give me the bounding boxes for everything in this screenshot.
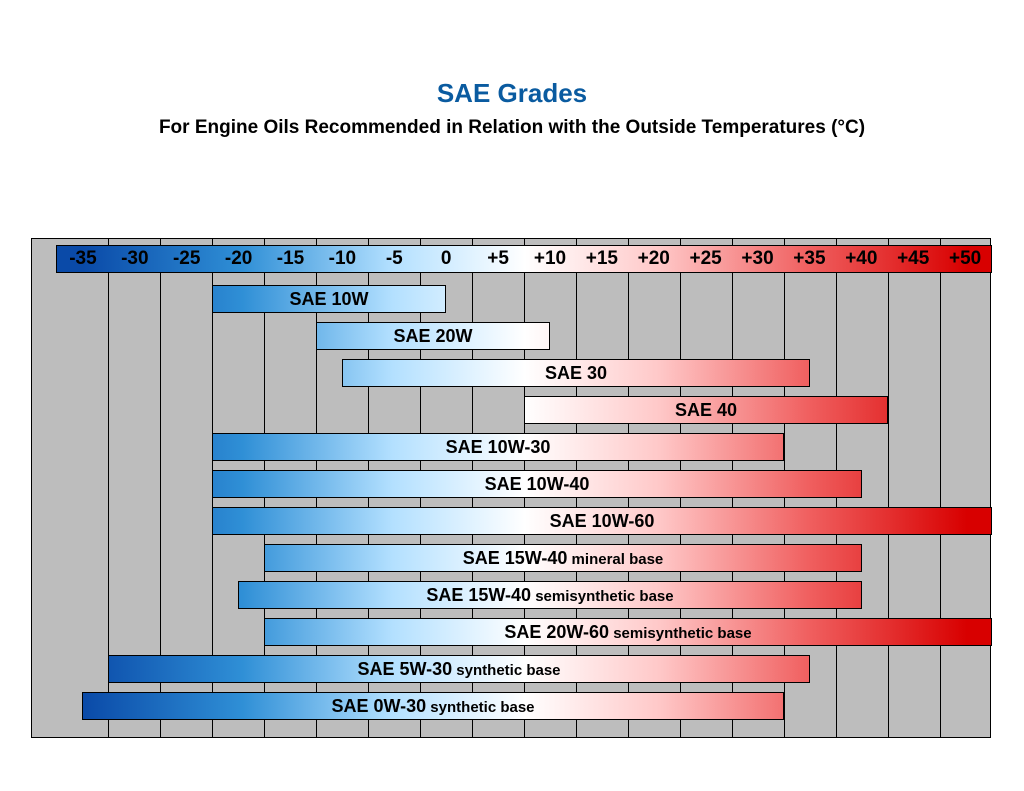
- temperature-tick: -35: [57, 246, 109, 272]
- temperature-tick: -20: [213, 246, 265, 272]
- bar-label-sub: synthetic base: [452, 662, 560, 679]
- bar-label: SAE 10W-60: [550, 511, 655, 532]
- page: SAE Grades For Engine Oils Recommended i…: [0, 78, 1024, 791]
- temperature-tick: -10: [316, 246, 368, 272]
- oil-grade-bar: SAE 15W-40 semisynthetic base: [238, 581, 862, 609]
- bar-label: SAE 15W-40 semisynthetic base: [426, 585, 673, 606]
- bar-label-main: SAE 10W-60: [550, 511, 655, 531]
- chart-subtitle: For Engine Oils Recommended in Relation …: [0, 117, 1024, 139]
- bar-label: SAE 30: [545, 363, 607, 384]
- temperature-tick: +10: [524, 246, 576, 272]
- temperature-tick: +40: [835, 246, 887, 272]
- oil-grade-bar: SAE 5W-30 synthetic base: [108, 655, 810, 683]
- bar-label: SAE 10W: [289, 289, 368, 310]
- bar-label-main: SAE 30: [545, 363, 607, 383]
- bar-label: SAE 10W-30: [446, 437, 551, 458]
- bar-label-main: SAE 20W-60: [504, 622, 609, 642]
- grid-line: [888, 239, 889, 737]
- bar-label: SAE 10W-40: [485, 474, 590, 495]
- temperature-tick: -25: [161, 246, 213, 272]
- temperature-tick: +35: [783, 246, 835, 272]
- oil-grade-bar: SAE 10W-60: [212, 507, 992, 535]
- bar-label-main: SAE 10W-30: [446, 437, 551, 457]
- bar-label-sub: semisynthetic base: [609, 625, 752, 642]
- temperature-labels: -35-30-25-20-15-10-50+5+10+15+20+25+30+3…: [57, 246, 991, 272]
- bar-label: SAE 20W-60 semisynthetic base: [504, 622, 751, 643]
- oil-grade-bar: SAE 10W-30: [212, 433, 784, 461]
- bar-label-sub: semisynthetic base: [531, 588, 674, 605]
- temperature-tick: 0: [420, 246, 472, 272]
- temperature-tick: +5: [472, 246, 524, 272]
- oil-grade-bar: SAE 40: [524, 396, 888, 424]
- oil-grade-bar: SAE 30: [342, 359, 810, 387]
- temperature-tick: +45: [887, 246, 939, 272]
- bar-label-main: SAE 15W-40: [463, 548, 568, 568]
- bar-label-main: SAE 20W: [393, 326, 472, 346]
- bar-label-main: SAE 0W-30: [331, 696, 426, 716]
- bar-label-main: SAE 10W-40: [485, 474, 590, 494]
- chart-title: SAE Grades: [0, 78, 1024, 109]
- bar-label: SAE 0W-30 synthetic base: [331, 696, 534, 717]
- temperature-tick: -30: [109, 246, 161, 272]
- bar-label-main: SAE 15W-40: [426, 585, 531, 605]
- temperature-tick: -5: [368, 246, 420, 272]
- oil-grade-bar: SAE 15W-40 mineral base: [264, 544, 862, 572]
- temperature-tick: +20: [628, 246, 680, 272]
- bar-label: SAE 15W-40 mineral base: [463, 548, 664, 569]
- bar-label: SAE 40: [675, 400, 737, 421]
- temperature-tick: +25: [680, 246, 732, 272]
- chart-area: -35-30-25-20-15-10-50+5+10+15+20+25+30+3…: [31, 238, 991, 738]
- bar-label-sub: synthetic base: [426, 699, 534, 716]
- bar-label: SAE 20W: [393, 326, 472, 347]
- oil-grade-bar: SAE 20W: [316, 322, 550, 350]
- bar-label-main: SAE 10W: [289, 289, 368, 309]
- bar-label-main: SAE 5W-30: [357, 659, 452, 679]
- bar-label: SAE 5W-30 synthetic base: [357, 659, 560, 680]
- grid-line: [940, 239, 941, 737]
- temperature-axis: -35-30-25-20-15-10-50+5+10+15+20+25+30+3…: [56, 245, 992, 273]
- temperature-tick: -15: [265, 246, 317, 272]
- temperature-tick: +15: [576, 246, 628, 272]
- oil-grade-bar: SAE 10W: [212, 285, 446, 313]
- bar-label-main: SAE 40: [675, 400, 737, 420]
- oil-grade-bar: SAE 10W-40: [212, 470, 862, 498]
- oil-grade-bar: SAE 0W-30 synthetic base: [82, 692, 784, 720]
- temperature-tick: +30: [732, 246, 784, 272]
- temperature-tick: +50: [939, 246, 991, 272]
- bar-label-sub: mineral base: [567, 551, 663, 568]
- oil-grade-bar: SAE 20W-60 semisynthetic base: [264, 618, 992, 646]
